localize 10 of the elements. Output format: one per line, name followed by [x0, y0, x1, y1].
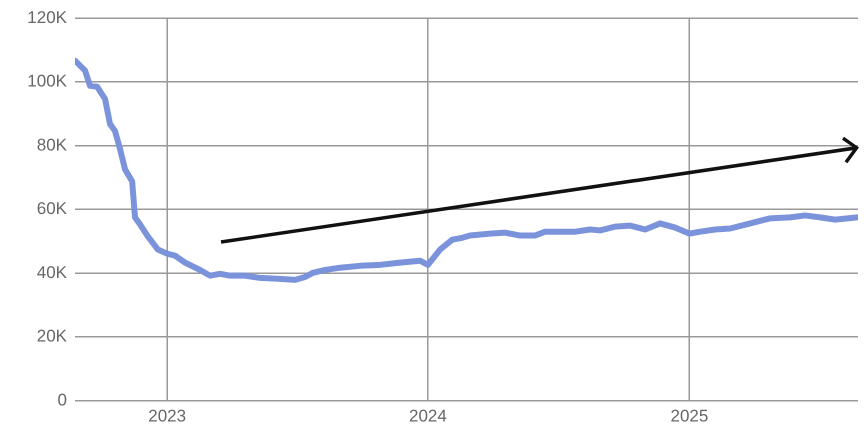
y-tick-label: 0 [58, 390, 67, 410]
x-tick-label: 2023 [148, 406, 186, 426]
y-tick-label: 60K [36, 199, 68, 218]
y-tick-label: 100K [27, 72, 68, 91]
y-tick-label: 40K [36, 262, 68, 282]
y-tick-label: 20K [36, 326, 68, 346]
y-tick-label: 120K [27, 8, 68, 27]
y-tick-label: 80K [36, 135, 68, 154]
x-tick-label: 2025 [670, 406, 708, 426]
x-tick-label: 2024 [409, 406, 447, 426]
